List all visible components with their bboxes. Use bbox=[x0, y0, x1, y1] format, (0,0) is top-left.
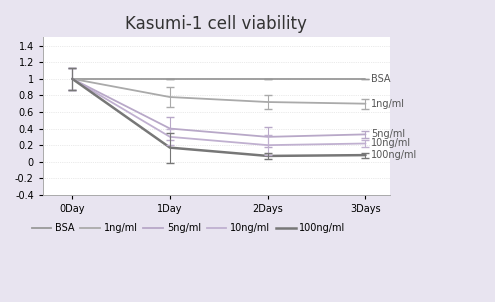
Line: 100ng/ml: 100ng/ml bbox=[72, 79, 365, 156]
1ng/ml bbox=[265, 100, 271, 104]
5ng/ml bbox=[362, 133, 368, 136]
Text: 10ng/ml: 10ng/ml bbox=[371, 139, 411, 149]
BSA bbox=[362, 77, 368, 81]
Text: 1ng/ml: 1ng/ml bbox=[371, 99, 405, 109]
Text: 5ng/ml: 5ng/ml bbox=[371, 129, 405, 139]
5ng/ml bbox=[167, 127, 173, 130]
Text: BSA: BSA bbox=[371, 74, 391, 84]
1ng/ml bbox=[167, 95, 173, 99]
BSA bbox=[167, 77, 173, 81]
Line: 10ng/ml: 10ng/ml bbox=[72, 79, 365, 145]
1ng/ml bbox=[69, 77, 75, 81]
1ng/ml bbox=[362, 102, 368, 105]
5ng/ml bbox=[265, 135, 271, 139]
10ng/ml bbox=[362, 142, 368, 145]
Line: 1ng/ml: 1ng/ml bbox=[72, 79, 365, 104]
100ng/ml bbox=[362, 153, 368, 157]
10ng/ml bbox=[69, 77, 75, 81]
5ng/ml bbox=[69, 77, 75, 81]
Title: Kasumi-1 cell viability: Kasumi-1 cell viability bbox=[125, 15, 307, 33]
100ng/ml bbox=[167, 146, 173, 149]
BSA bbox=[265, 77, 271, 81]
BSA bbox=[69, 77, 75, 81]
Text: 100ng/ml: 100ng/ml bbox=[371, 150, 418, 160]
100ng/ml bbox=[69, 77, 75, 81]
100ng/ml bbox=[265, 154, 271, 158]
10ng/ml bbox=[167, 135, 173, 139]
Legend: BSA, 1ng/ml, 5ng/ml, 10ng/ml, 100ng/ml: BSA, 1ng/ml, 5ng/ml, 10ng/ml, 100ng/ml bbox=[28, 220, 349, 237]
Line: 5ng/ml: 5ng/ml bbox=[72, 79, 365, 137]
10ng/ml bbox=[265, 143, 271, 147]
